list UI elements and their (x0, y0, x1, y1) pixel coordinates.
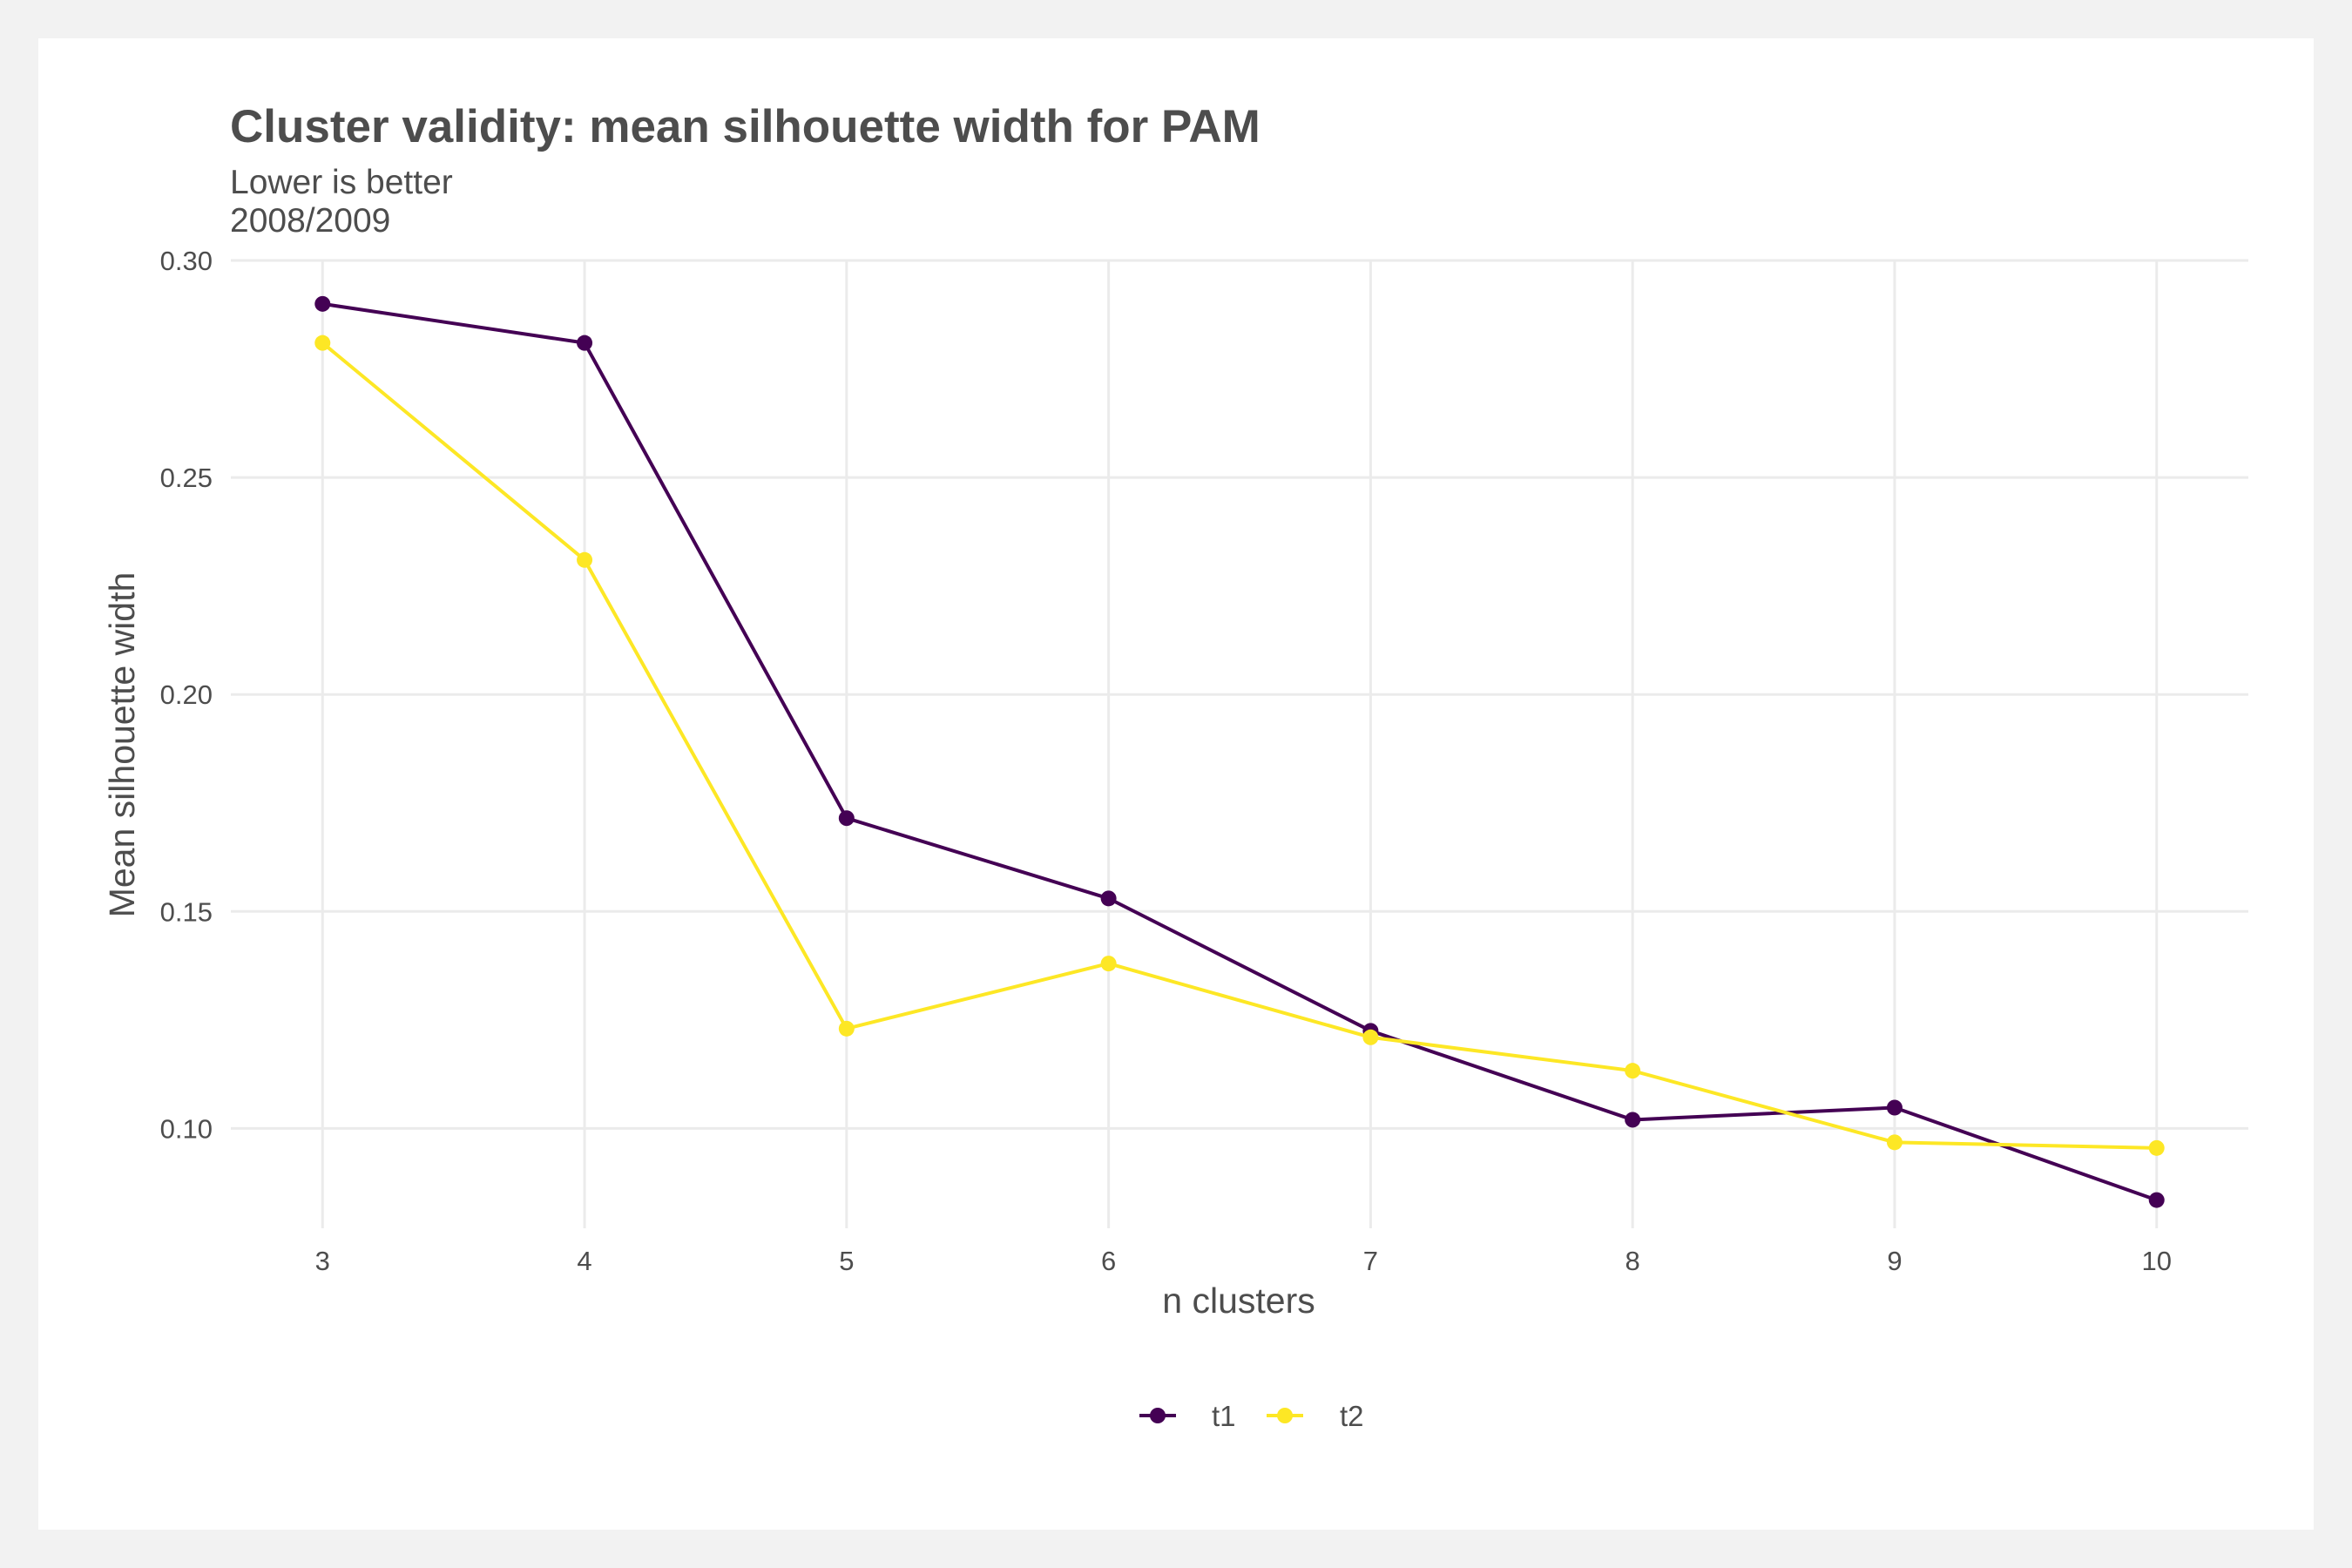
data-point-t2 (1886, 1134, 1903, 1151)
data-point-t2 (1625, 1063, 1641, 1079)
x-tick-label: 9 (1887, 1246, 1902, 1276)
series-line-t1 (321, 301, 2158, 1202)
chart-panel: 3 4 5 6 7 8 9 10 0.10 0.15 0.20 0.25 0.30 Cluster va… (38, 38, 2314, 1530)
data-point-t1 (838, 810, 855, 827)
data-point-t1 (314, 295, 331, 312)
legend: t1 t2 (1139, 1400, 1364, 1432)
data-point-t1 (2148, 1192, 2165, 1208)
y-tick-label: 0.15 (160, 896, 213, 927)
y-tick-label: 0.30 (160, 246, 213, 276)
legend-key-point-t2 (1277, 1408, 1293, 1423)
chart-title: Cluster validity: mean silhouette width … (230, 101, 1260, 152)
x-tick-label: 10 (2141, 1246, 2171, 1276)
y-tick-label: 0.20 (160, 679, 213, 710)
chart-subtitle-line-1: Lower is better (230, 164, 453, 201)
data-point-t2 (314, 335, 331, 351)
x-tick-label: 7 (1363, 1246, 1378, 1276)
data-point-t2 (2148, 1139, 2165, 1156)
series-t2 (314, 335, 2165, 1156)
data-point-t2 (1100, 956, 1117, 972)
x-axis-title: n clusters (1162, 1281, 1315, 1321)
data-point-t1 (1625, 1112, 1641, 1128)
x-tick-label: 5 (839, 1246, 854, 1276)
chart-svg: 3 4 5 6 7 8 9 10 0.10 0.15 0.20 0.25 0.30 Cluster va… (102, 101, 2248, 1432)
series-t1 (314, 295, 2165, 1208)
x-tick-label: 6 (1101, 1246, 1116, 1276)
x-tick-label: 3 (315, 1246, 330, 1276)
data-point-t2 (1362, 1029, 1379, 1045)
data-point-t1 (1886, 1099, 1903, 1116)
y-axis-title: Mean silhouette width (102, 572, 142, 918)
data-point-t2 (838, 1020, 855, 1037)
chart-subtitle-line-2: 2008/2009 (230, 202, 390, 240)
data-point-t1 (1100, 890, 1117, 907)
gridlines (231, 259, 2248, 1228)
x-tick-label: 4 (577, 1246, 591, 1276)
series-layer (314, 295, 2165, 1208)
series-line-t2 (321, 341, 2157, 1150)
y-tick-label: 0.10 (160, 1113, 213, 1144)
x-tick-label: 8 (1625, 1246, 1640, 1276)
legend-label-t1: t1 (1212, 1400, 1236, 1432)
data-point-t1 (577, 335, 593, 351)
legend-key-point-t1 (1150, 1408, 1166, 1423)
legend-label-t2: t2 (1340, 1400, 1364, 1432)
data-point-t2 (577, 551, 593, 568)
y-tick-label: 0.25 (160, 463, 213, 493)
tick-labels: 3 4 5 6 7 8 9 10 0.10 0.15 0.20 0.25 0.30 (160, 246, 2172, 1276)
